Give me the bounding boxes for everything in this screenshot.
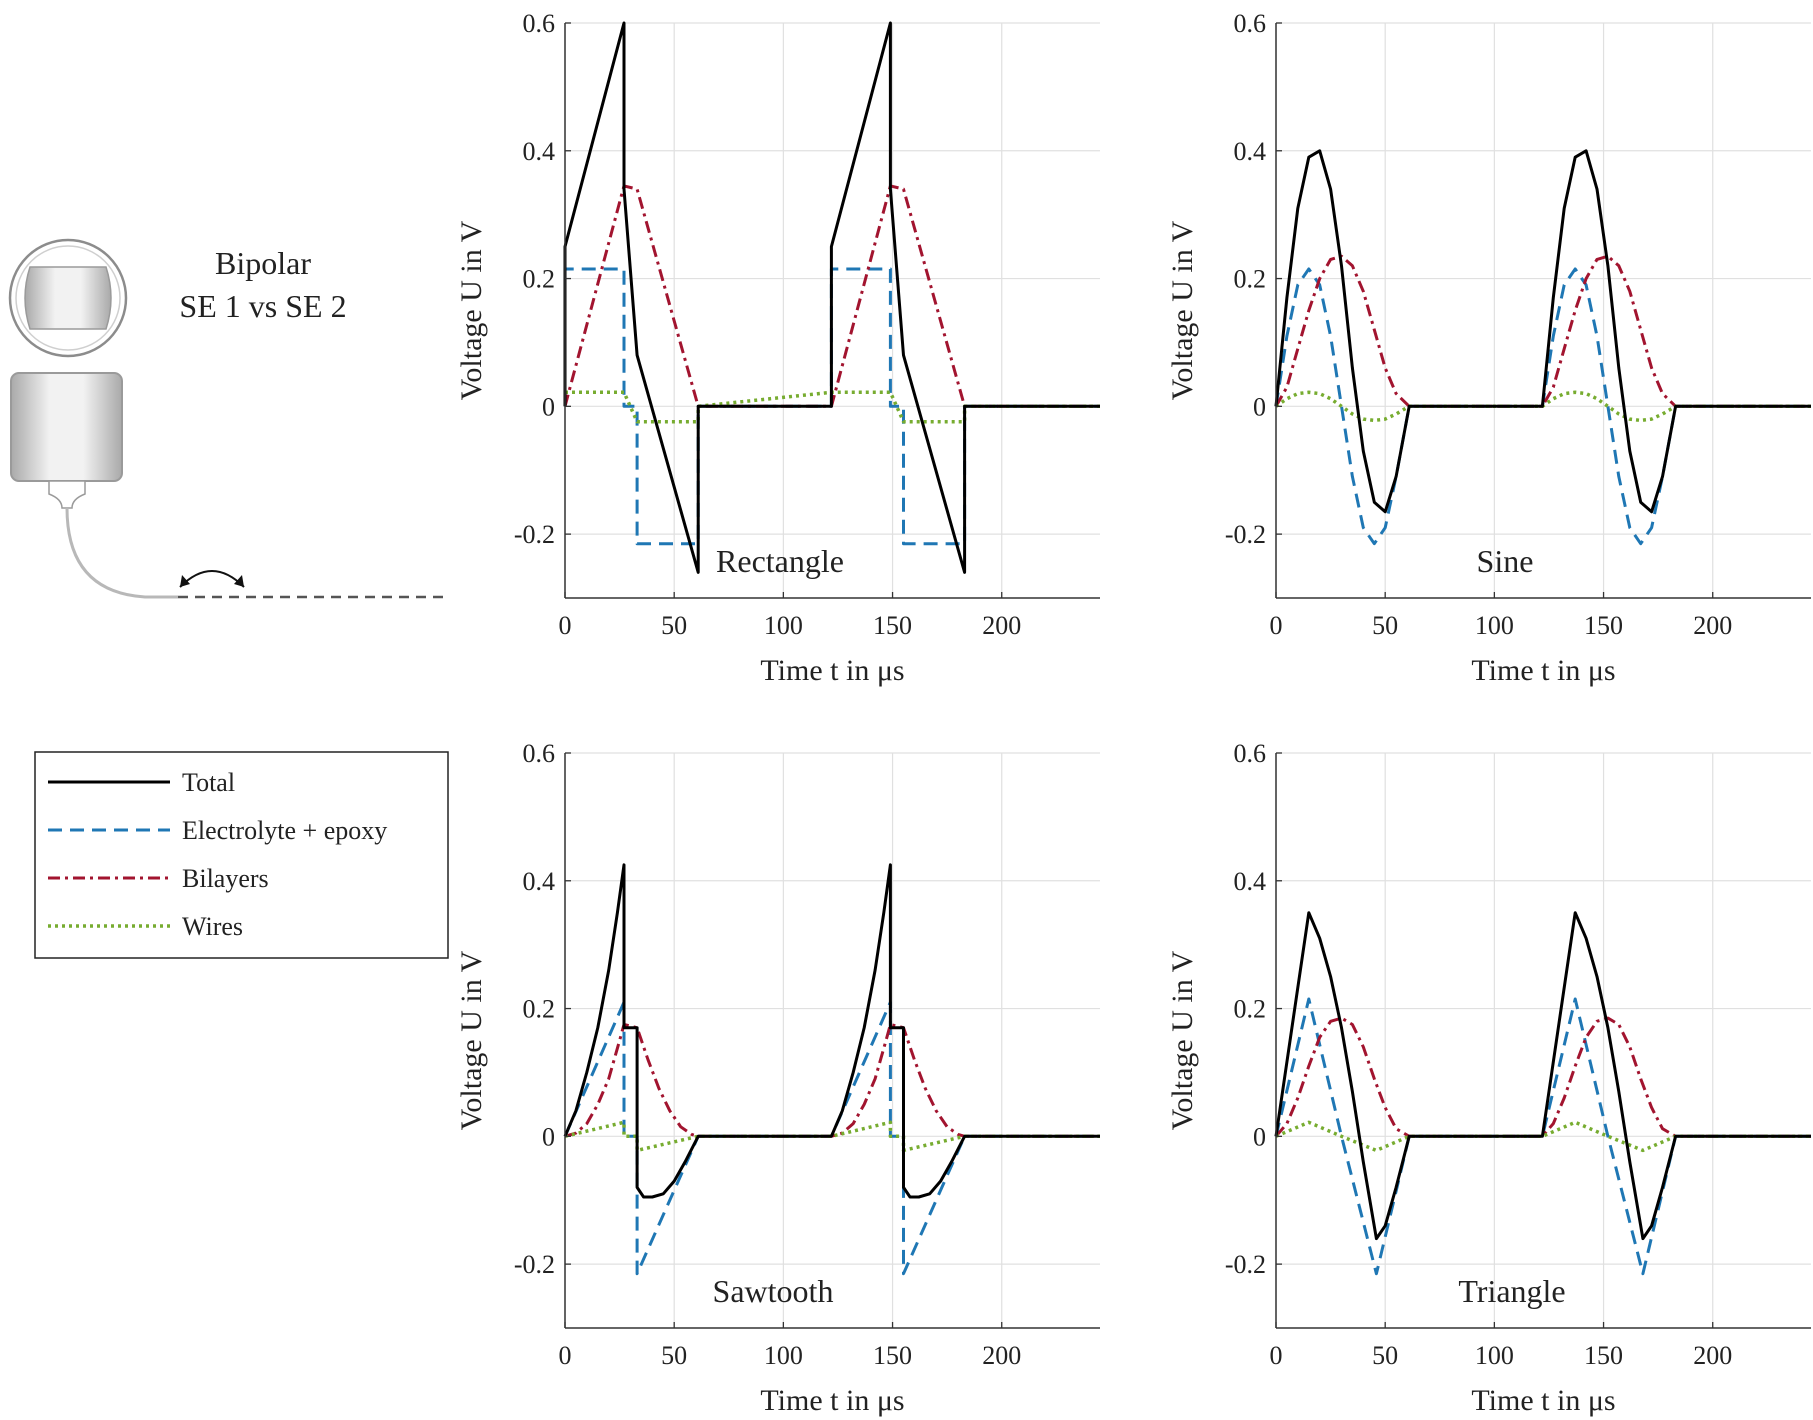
x-tick-label: 150 <box>873 611 912 640</box>
legend-entry-electrolyte: Electrolyte + epoxy <box>48 816 387 845</box>
x-tick-label: 50 <box>661 611 687 640</box>
legend-entry-wires: Wires <box>48 912 243 941</box>
series-line-total <box>1274 911 1811 1241</box>
y-tick-label: -0.2 <box>514 520 555 549</box>
legend-label-electrolyte: Electrolyte + epoxy <box>182 816 387 845</box>
waveform-title: Sine <box>1477 543 1534 579</box>
y-axis-label: Voltage U in V <box>455 220 488 400</box>
legend-entry-total: Total <box>48 768 235 797</box>
y-tick-label: -0.2 <box>1225 1250 1266 1279</box>
y-tick-label: 0.2 <box>523 995 556 1024</box>
subplot-rectangle: 0 50 100 150 200 -0.2 0 0.2 0.4 0.6 Time t in μs Vo… <box>455 9 1100 687</box>
x-axis-label: Time t in μs <box>1471 1384 1615 1417</box>
subplot-sine: 0 50 100 150 200 -0.2 0 0.2 0.4 0.6 Time t in μs Vo… <box>1166 9 1811 687</box>
series-line-total <box>563 21 1100 574</box>
cylinder-contact <box>10 372 123 482</box>
subplot-sawtooth: 0 50 100 150 200 -0.2 0 0.2 0.4 0.6 Time t in μs Vo… <box>455 739 1100 1417</box>
subplot-triangle: 0 50 100 150 200 -0.2 0 0.2 0.4 0.6 Time t in μs Vo… <box>1166 739 1811 1417</box>
x-tick-label: 50 <box>661 1341 687 1370</box>
x-tick-label: 100 <box>764 1341 803 1370</box>
legend-entry-bilayers: Bilayers <box>48 864 269 893</box>
x-axis-label: Time t in μs <box>760 654 904 687</box>
x-tick-label: 0 <box>1270 1341 1283 1370</box>
waveform-title: Sawtooth <box>713 1273 834 1309</box>
x-tick-label: 200 <box>1693 611 1732 640</box>
ring-contact <box>24 266 112 330</box>
ring-inner <box>15 245 121 351</box>
y-tick-label: 0.4 <box>1234 137 1267 166</box>
y-tick-label: 0.2 <box>523 265 556 294</box>
legend-label-total: Total <box>182 768 235 797</box>
y-tick-label: 0.6 <box>523 739 556 768</box>
y-tick-label: 0 <box>1253 392 1266 421</box>
x-tick-label: 0 <box>559 611 572 640</box>
x-tick-label: 100 <box>764 611 803 640</box>
y-tick-label: 0 <box>542 392 555 421</box>
y-tick-label: 0.4 <box>523 867 556 896</box>
y-axis-label: Voltage U in V <box>1166 950 1199 1130</box>
y-tick-label: 0.2 <box>1234 995 1267 1024</box>
y-tick-label: -0.2 <box>514 1250 555 1279</box>
x-tick-label: 50 <box>1372 1341 1398 1370</box>
y-tick-label: -0.2 <box>1225 520 1266 549</box>
x-tick-label: 150 <box>1584 611 1623 640</box>
y-tick-label: 0.4 <box>1234 867 1267 896</box>
x-tick-label: 200 <box>1693 1341 1732 1370</box>
y-tick-label: 0.2 <box>1234 265 1267 294</box>
y-tick-label: 0.6 <box>1234 739 1267 768</box>
y-tick-label: 0.6 <box>523 9 556 38</box>
series-line-electrolyte-epoxy <box>1274 997 1811 1276</box>
x-axis-label: Time t in μs <box>1471 654 1615 687</box>
series-line-bilayers <box>564 1023 1100 1138</box>
y-axis-label: Voltage U in V <box>1166 220 1199 400</box>
x-tick-label: 200 <box>982 1341 1021 1370</box>
lead-connector <box>48 480 86 509</box>
x-tick-label: 50 <box>1372 611 1398 640</box>
series-line-total <box>1274 149 1811 514</box>
arrow-head-right <box>234 575 244 587</box>
y-axis-label: Voltage U in V <box>455 950 488 1130</box>
series-line-bilayers <box>1274 254 1811 408</box>
x-tick-label: 0 <box>559 1341 572 1370</box>
x-tick-label: 100 <box>1475 1341 1514 1370</box>
config-title-line2: SE 1 vs SE 2 <box>179 288 346 324</box>
legend-label-wires: Wires <box>182 912 243 941</box>
x-axis-label: Time t in μs <box>760 1384 904 1417</box>
subplots: 0 50 100 150 200 -0.2 0 0.2 0.4 0.6 Time t in μs Vo… <box>455 9 1811 1417</box>
x-tick-label: 150 <box>873 1341 912 1370</box>
legend: Total Electrolyte + epoxy Bilayers Wires <box>34 751 449 959</box>
y-tick-label: 0.6 <box>1234 9 1267 38</box>
bipolar-arrow <box>179 570 245 588</box>
y-tick-label: 0.4 <box>523 137 556 166</box>
y-tick-label: 0 <box>542 1122 555 1151</box>
y-tick-label: 0 <box>1253 1122 1266 1151</box>
electrode-illustration: Bipolar SE 1 vs SE 2 <box>8 238 450 599</box>
legend-label-bilayers: Bilayers <box>182 864 269 893</box>
arrow-head-left <box>180 575 190 587</box>
x-tick-label: 100 <box>1475 611 1514 640</box>
series-line-total <box>563 863 1100 1199</box>
series-line-electrolyte-epoxy <box>563 1000 1100 1276</box>
x-tick-label: 150 <box>1584 1341 1623 1370</box>
config-title-line1: Bipolar <box>215 245 311 281</box>
legend-box <box>34 751 449 959</box>
x-tick-label: 0 <box>1270 611 1283 640</box>
waveform-title: Rectangle <box>716 543 844 579</box>
x-tick-label: 200 <box>982 611 1021 640</box>
lead-wire <box>65 507 178 599</box>
waveform-title: Triangle <box>1458 1273 1565 1309</box>
